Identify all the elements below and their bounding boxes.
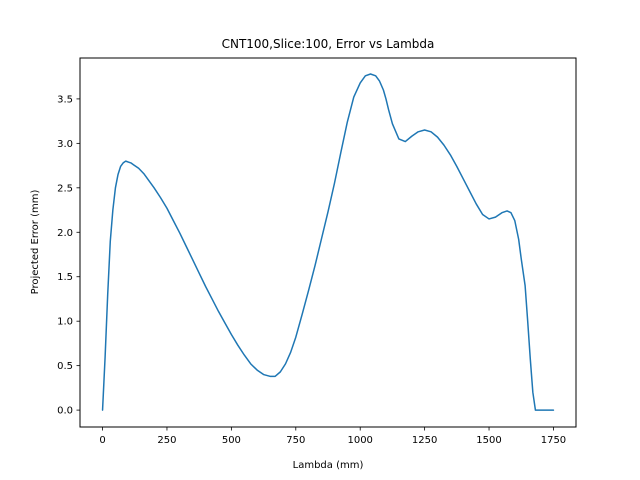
y-tick-label: 2.5: [57, 183, 73, 194]
x-tick-label: 0: [99, 435, 105, 446]
y-tick-label: 0.0: [57, 406, 73, 417]
x-tick-label: 1000: [347, 435, 372, 446]
series-line: [101, 73, 555, 411]
x-tick-label: 1750: [541, 435, 566, 446]
x-axis-label: Lambda (mm): [293, 460, 364, 471]
x-tick-label: 750: [286, 435, 305, 446]
y-axis-label: Projected Error (mm): [30, 190, 41, 295]
x-axis: 0 250 500 750 1000 1250 1500 1750: [99, 427, 566, 446]
x-tick-label: 250: [157, 435, 176, 446]
x-tick-label: 1500: [476, 435, 501, 446]
y-tick-label: 3.0: [57, 139, 73, 150]
y-tick-label: 1.5: [57, 272, 73, 283]
y-tick-label: 2.0: [57, 228, 73, 239]
y-tick-label: 0.5: [57, 361, 73, 372]
y-tick-label: 3.5: [57, 94, 73, 105]
y-tick-label: 1.0: [57, 317, 73, 328]
chart-title: CNT100,Slice:100, Error vs Lambda: [222, 37, 435, 51]
x-tick-label: 500: [222, 435, 241, 446]
x-tick-label: 1250: [412, 435, 437, 446]
plot-frame: [79, 57, 577, 428]
y-axis: 0.0 0.5 1.0 1.5 2.0 2.5 3.0 3.5: [57, 94, 80, 417]
